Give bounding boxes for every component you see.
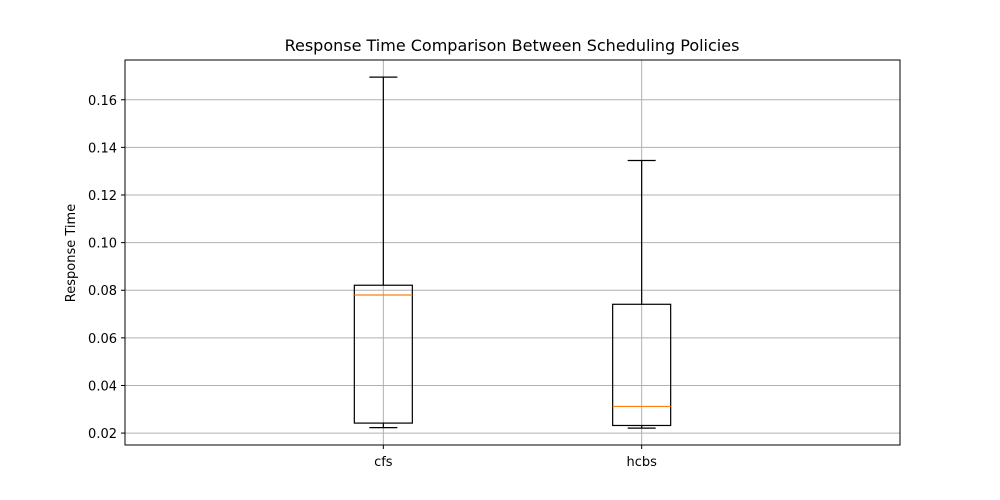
y-tick-label: 0.02 <box>88 427 117 442</box>
x-tick-label: hcbs <box>626 455 657 470</box>
y-tick-label: 0.06 <box>88 332 117 347</box>
y-tick-label: 0.12 <box>88 189 117 204</box>
chart-title: Response Time Comparison Between Schedul… <box>285 36 740 55</box>
x-axis-ticks: cfs hcbs <box>374 445 657 470</box>
plot-area-frame <box>124 59 901 446</box>
iqr-box <box>353 284 413 424</box>
box-series <box>353 76 672 429</box>
y-axis-label: Response Time <box>64 204 79 302</box>
y-tick-label: 0.10 <box>88 237 117 252</box>
x-tick-label: cfs <box>374 455 393 470</box>
y-tick-label: 0.16 <box>88 94 117 109</box>
y-axis-ticks: 0.02 0.04 0.06 0.08 0.10 0.12 0.14 0.16 <box>88 94 125 442</box>
box-hcbs <box>612 159 672 429</box>
y-tick-label: 0.04 <box>88 379 117 394</box>
grid-lines <box>125 60 900 445</box>
box-cfs <box>353 76 413 429</box>
y-tick-label: 0.08 <box>88 284 117 299</box>
iqr-box <box>612 303 672 427</box>
y-tick-label: 0.14 <box>88 141 117 156</box>
